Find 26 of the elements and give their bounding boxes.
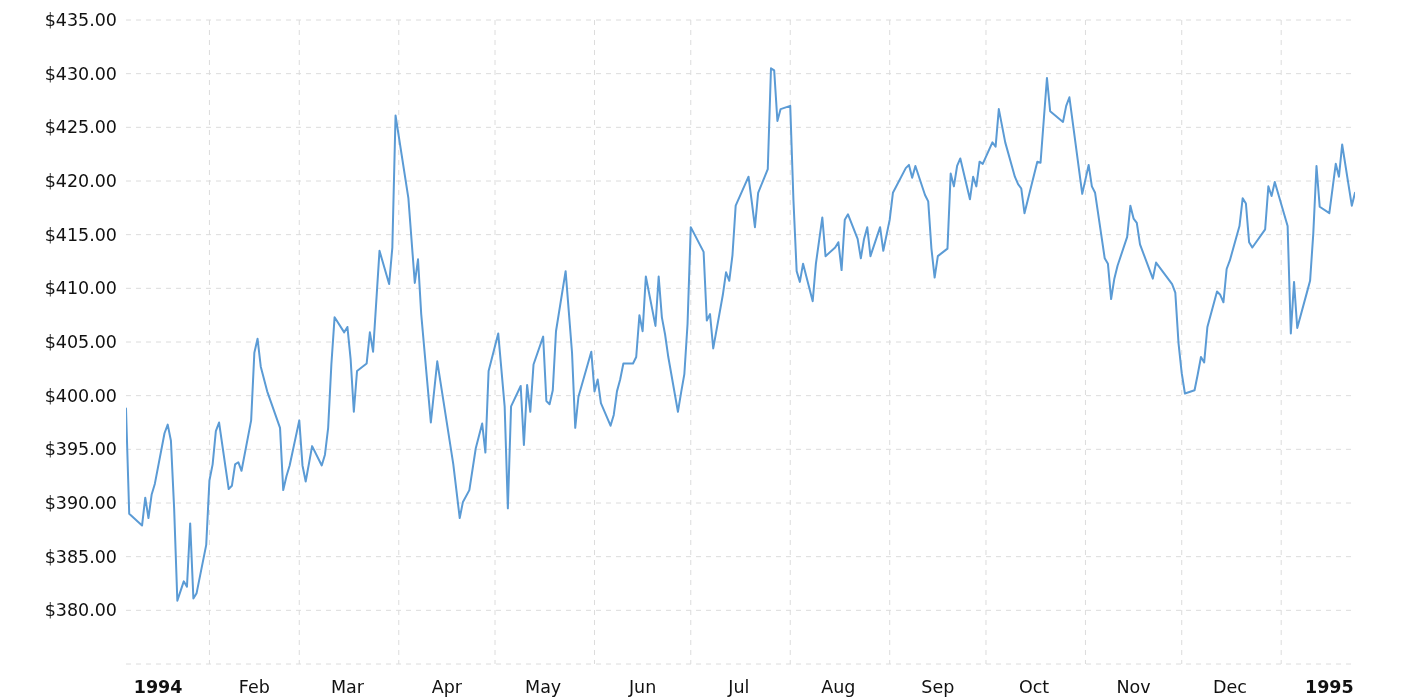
y-tick-label: $400.00 [44, 385, 117, 406]
x-tick-label: Sep [921, 677, 955, 698]
y-tick-label: $390.00 [44, 493, 117, 514]
x-tick-label: 1994 [133, 677, 183, 698]
y-tick-label: $395.00 [44, 439, 117, 460]
y-tick-label: $435.00 [44, 10, 117, 31]
x-tick-label: Feb [238, 677, 270, 698]
y-tick-label: $425.00 [44, 117, 117, 138]
y-tick-label: $385.00 [44, 546, 117, 567]
x-tick-label: Aug [821, 677, 856, 698]
y-tick-label: $430.00 [44, 63, 117, 84]
line-series [126, 67, 1355, 602]
x-tick-label: Apr [431, 677, 463, 698]
x-tick-label: Oct [1018, 677, 1050, 698]
x-tick-label: May [525, 677, 562, 698]
y-tick-label: $405.00 [44, 332, 117, 353]
x-tick-label: 1995 [1304, 677, 1354, 698]
y-tick-label: $415.00 [44, 224, 117, 245]
y-tick-label: $420.00 [44, 171, 117, 192]
y-tick-label: $380.00 [44, 600, 117, 621]
x-tick-label: Dec [1212, 677, 1247, 698]
x-tick-label: Jul [727, 677, 750, 698]
x-tick-label: Jun [627, 677, 657, 698]
x-tick-label: Mar [330, 677, 365, 698]
x-tick-label: Nov [1116, 677, 1151, 698]
y-tick-label: $410.00 [44, 278, 117, 299]
